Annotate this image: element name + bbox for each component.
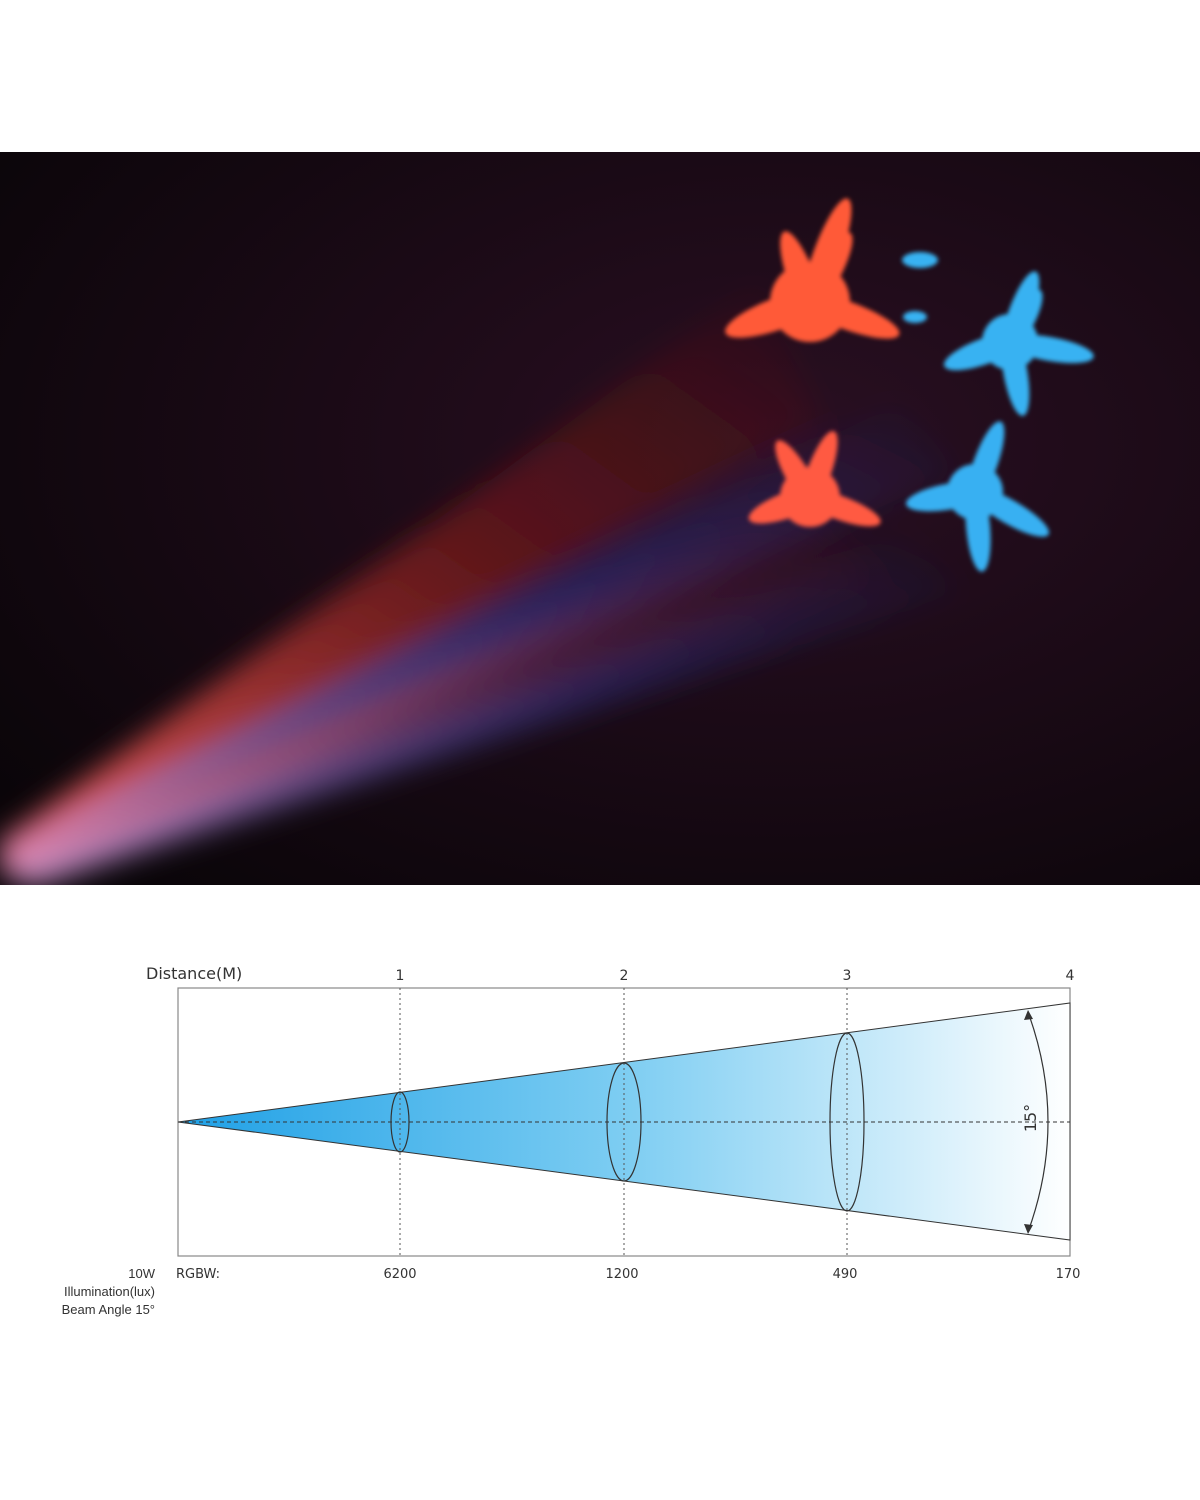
lux-value: 1200	[605, 1267, 638, 1282]
blue-flower-top	[943, 271, 1094, 416]
rgbw-label: RGBW:	[176, 1267, 220, 1282]
beam-cross-section	[390, 1091, 410, 1153]
beam-cross-section	[606, 1062, 642, 1182]
power-label: 10W	[128, 1266, 155, 1281]
beam-projection-photo	[0, 152, 1200, 885]
distance-tick: 1	[396, 968, 405, 984]
illumination-label: Illumination(lux)	[63, 1284, 155, 1299]
arrow-down-icon	[1024, 1224, 1033, 1234]
angle-label: 15°	[1021, 1104, 1040, 1132]
distance-label: Distance(M)	[146, 964, 242, 983]
angle-arc	[1027, 1011, 1049, 1233]
spec-legend: 10W Illumination(lux) Beam Angle 15°	[62, 1265, 155, 1319]
lux-value: 6200	[383, 1267, 416, 1282]
lux-value: 490	[833, 1267, 858, 1282]
red-flower-small	[748, 431, 881, 527]
beam-angle-diagram: Distance(M) 15° 1 2 3 4 RGBW: 6200 1200 …	[146, 964, 1081, 1282]
distance-tick: 3	[843, 968, 852, 984]
beam-angle-label: Beam Angle 15°	[61, 1302, 155, 1317]
beam-cross-section	[829, 1032, 865, 1212]
red-flower-large	[725, 198, 900, 342]
arrow-up-icon	[1024, 1010, 1033, 1020]
lux-value: 170	[1056, 1267, 1081, 1282]
blue-flower-bottom	[906, 421, 1050, 572]
distance-tick: 4	[1066, 968, 1075, 984]
distance-tick: 2	[620, 968, 629, 984]
